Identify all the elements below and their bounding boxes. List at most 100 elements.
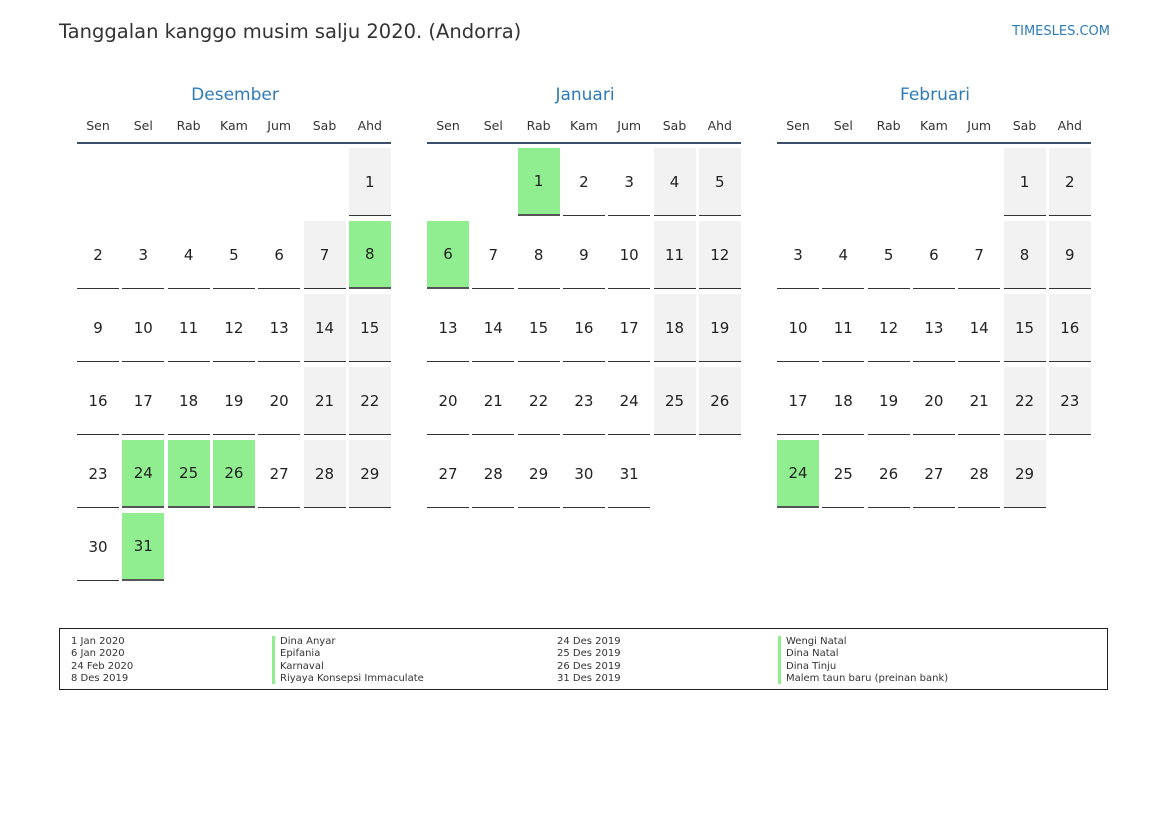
legend-holiday-name: Karnaval — [280, 661, 324, 672]
day-cell: 4 — [167, 221, 210, 289]
day-cell: 6 — [258, 221, 301, 289]
day-cell: 9 — [1048, 221, 1091, 289]
weekday-header: Sen Sel Rab Kam Jum Sab Ahd — [427, 114, 743, 138]
day-cell: 1 — [517, 148, 560, 216]
weekday-label: Jum — [267, 118, 292, 133]
weekday-label: Sel — [833, 118, 853, 133]
legend-date: 25 Des 2019 — [557, 648, 621, 659]
day-cell: 12 — [698, 221, 741, 289]
day-cell: 21 — [472, 367, 515, 435]
day-cell: 27 — [912, 440, 955, 508]
day-cell: 11 — [822, 294, 865, 362]
day-cell: 24 — [608, 367, 651, 435]
day-cell: 18 — [167, 367, 210, 435]
day-cell: 19 — [698, 294, 741, 362]
day-cell: 9 — [562, 221, 605, 289]
day-cell: 7 — [303, 221, 346, 289]
day-cell: 15 — [1003, 294, 1046, 362]
legend-holiday-name: Malem taun baru (preinan bank) — [786, 673, 949, 684]
weekday-label: Sen — [86, 118, 110, 133]
weekday-label: Sab — [662, 118, 687, 133]
weekday-divider — [427, 142, 741, 144]
day-cell: 5 — [867, 221, 910, 289]
legend-holiday-name: Riyaya Konsepsi Immaculate — [280, 673, 424, 684]
day-cell: 4 — [653, 148, 696, 216]
day-cell: 22 — [348, 367, 391, 435]
day-cell: 28 — [303, 440, 346, 508]
day-cell: 9 — [77, 294, 119, 362]
weekday-label: Jum — [617, 118, 642, 133]
legend-marker — [272, 636, 275, 684]
legend-date: 26 Des 2019 — [557, 661, 621, 672]
day-cell: 26 — [867, 440, 910, 508]
day-cell: 25 — [822, 440, 865, 508]
day-cell: 12 — [867, 294, 910, 362]
day-cell: 1 — [348, 148, 391, 216]
weekday-label: Sen — [436, 118, 460, 133]
day-cell: 20 — [427, 367, 469, 435]
day-cell: 19 — [867, 367, 910, 435]
month-name: Januari — [555, 85, 615, 105]
day-cell: 21 — [303, 367, 346, 435]
weekday-label: Ahd — [357, 118, 382, 133]
weekday-divider — [77, 142, 391, 144]
day-cell: 19 — [212, 367, 255, 435]
day-cell: 28 — [472, 440, 515, 508]
day-cell: 15 — [348, 294, 391, 362]
day-cell: 23 — [1048, 367, 1091, 435]
day-cell: 17 — [122, 367, 165, 435]
weekday-label: Kam — [569, 118, 598, 133]
day-cell: 10 — [777, 294, 819, 362]
day-cell: 7 — [958, 221, 1001, 289]
day-cell: 8 — [348, 221, 391, 289]
day-cell: 13 — [258, 294, 301, 362]
day-cell: 14 — [303, 294, 346, 362]
day-cell: 29 — [1003, 440, 1046, 508]
day-cell: 11 — [653, 221, 696, 289]
day-cell: 25 — [653, 367, 696, 435]
day-cell: 30 — [562, 440, 605, 508]
day-cell: 23 — [77, 440, 119, 508]
day-cell: 10 — [122, 294, 165, 362]
day-cell: 1 — [1003, 148, 1046, 216]
day-cell: 18 — [653, 294, 696, 362]
day-cell: 3 — [608, 148, 651, 216]
day-cell: 24 — [777, 440, 819, 508]
legend-marker — [778, 636, 781, 684]
day-cell: 2 — [1048, 148, 1091, 216]
day-cell: 16 — [77, 367, 119, 435]
day-cell: 12 — [212, 294, 255, 362]
day-cell: 5 — [212, 221, 255, 289]
day-cell: 24 — [122, 440, 165, 508]
day-cell: 6 — [912, 221, 955, 289]
day-cell: 27 — [258, 440, 301, 508]
weekday-label: Kam — [919, 118, 948, 133]
day-cell: 2 — [562, 148, 605, 216]
day-cell: 13 — [427, 294, 469, 362]
day-cell: 4 — [822, 221, 865, 289]
day-cell: 20 — [258, 367, 301, 435]
day-cell: 21 — [958, 367, 1001, 435]
day-cell: 15 — [517, 294, 560, 362]
day-cell: 14 — [472, 294, 515, 362]
legend-holiday-name: Dina Tinju — [786, 661, 837, 672]
legend-holiday-name: Epifania — [280, 648, 321, 659]
weekday-label: Rab — [526, 118, 551, 133]
site-link[interactable]: TIMESLES.COM — [1012, 24, 1110, 39]
day-cell: 16 — [562, 294, 605, 362]
weekday-label: Kam — [219, 118, 248, 133]
day-cell: 22 — [1003, 367, 1046, 435]
day-cell: 26 — [212, 440, 255, 508]
legend-date: 24 Des 2019 — [557, 636, 621, 647]
legend-holiday-name: Wengi Natal — [786, 636, 847, 647]
day-cell: 14 — [958, 294, 1001, 362]
month-name: Desember — [191, 85, 279, 105]
weekday-divider — [777, 142, 1091, 144]
day-cell: 28 — [958, 440, 1001, 508]
day-cell: 16 — [1048, 294, 1091, 362]
day-cell: 17 — [608, 294, 651, 362]
day-cell: 23 — [562, 367, 605, 435]
legend-date: 24 Feb 2020 — [71, 661, 134, 672]
weekday-label: Sel — [133, 118, 153, 133]
weekday-label: Sab — [312, 118, 337, 133]
